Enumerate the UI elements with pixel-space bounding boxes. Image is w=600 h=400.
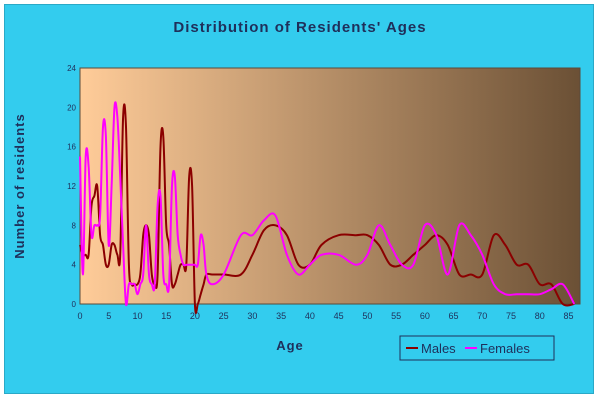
x-tick-label: 70: [477, 311, 487, 321]
x-tick-label: 80: [535, 311, 545, 321]
series-line-females: [79, 101, 576, 307]
series-lines: [79, 101, 576, 315]
y-tick-label: 8: [72, 221, 77, 230]
x-axis-ticks: 0 5 10 15 20 25 30 35 40 45 50 55 60 65 70 75 80 85: [77, 311, 573, 321]
y-tick-label: 20: [67, 103, 76, 112]
y-tick-label: 0: [72, 300, 77, 309]
x-tick-label: 25: [219, 311, 229, 321]
legend-label-males: Males: [421, 341, 456, 356]
x-tick-label: 15: [161, 311, 171, 321]
y-axis-label: Number of residents: [12, 113, 27, 258]
chart-title: Distribution of Residents' Ages: [173, 19, 426, 36]
x-tick-label: 5: [106, 311, 111, 321]
x-tick-label: 50: [362, 311, 372, 321]
x-axis-label: Age: [276, 338, 304, 353]
y-tick-label: 12: [67, 182, 76, 191]
x-tick-label: 45: [334, 311, 344, 321]
x-tick-label: 75: [506, 311, 516, 321]
x-tick-label: 40: [305, 311, 315, 321]
y-tick-label: 24: [67, 64, 76, 73]
y-tick-label: 16: [67, 143, 76, 152]
x-tick-label: 60: [420, 311, 430, 321]
x-tick-label: 85: [563, 311, 573, 321]
x-tick-label: 65: [449, 311, 459, 321]
y-tick-label: 4: [72, 261, 77, 270]
x-tick-label: 0: [77, 311, 82, 321]
legend: Males Females: [399, 335, 555, 361]
y-axis-ticks: 0 4 8 12 16 20 24: [67, 64, 76, 309]
legend-label-females: Females: [480, 341, 530, 356]
x-tick-label: 30: [247, 311, 257, 321]
x-tick-label: 10: [132, 311, 142, 321]
x-tick-label: 20: [190, 311, 200, 321]
x-tick-label: 35: [276, 311, 286, 321]
x-tick-label: 55: [391, 311, 401, 321]
